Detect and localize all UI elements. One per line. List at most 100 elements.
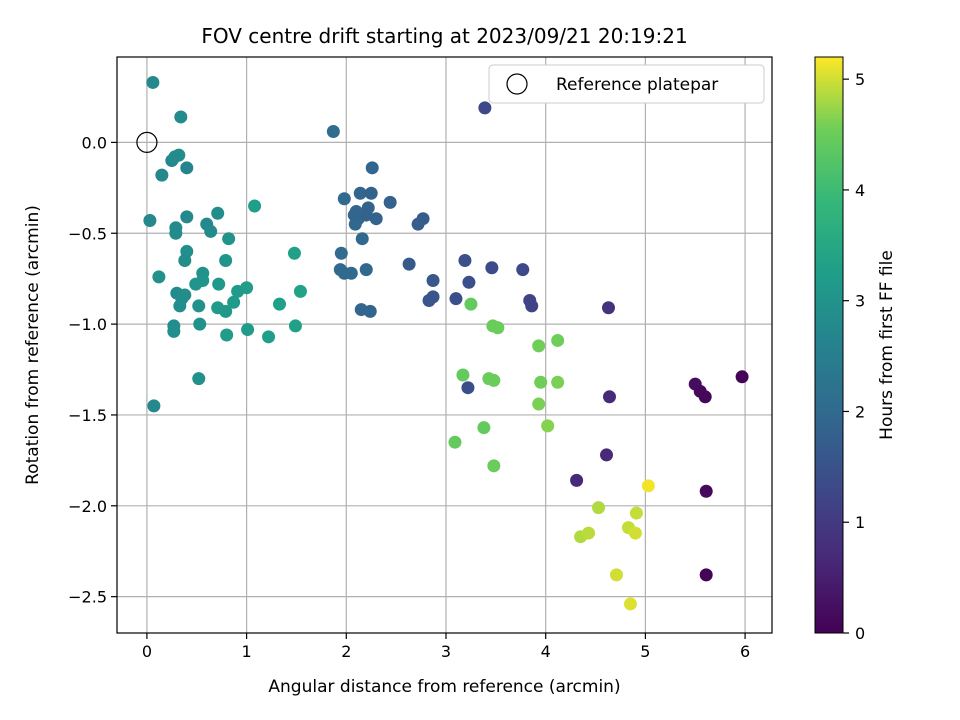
scatter-point <box>344 266 358 280</box>
scatter-point <box>262 330 276 344</box>
scatter-point <box>426 273 440 287</box>
scatter-point <box>212 277 226 291</box>
scatter-point <box>369 212 383 226</box>
scatter-point <box>602 390 616 404</box>
scatter-point <box>189 277 203 291</box>
scatter-point <box>478 101 492 115</box>
scatter-point <box>422 293 436 307</box>
x-tick-label: 1 <box>242 642 252 661</box>
scatter-point <box>167 324 181 338</box>
scatter-point <box>699 568 713 582</box>
x-tick-label: 0 <box>142 642 152 661</box>
scatter-point <box>155 168 169 182</box>
colorbar-gradient <box>814 56 844 634</box>
scatter-point <box>629 506 643 520</box>
y-tick-label: −2.0 <box>68 497 107 516</box>
plot-background <box>117 57 772 633</box>
scatter-point <box>353 186 367 200</box>
y-tick-label: 0.0 <box>82 133 107 152</box>
reference-platepar-marker <box>136 131 158 154</box>
scatter-point <box>193 317 207 331</box>
colorbar-ticks: 0 1 2 3 4 5 <box>843 70 865 643</box>
scatter-point <box>462 275 476 289</box>
scatter-point <box>248 199 262 213</box>
scatter-point <box>592 501 606 515</box>
legend-box <box>488 64 765 104</box>
scatter-point <box>411 217 425 231</box>
chart-title: FOV centre drift starting at 2023/09/21 … <box>201 24 687 48</box>
scatter-point <box>227 295 241 309</box>
scatter-point <box>628 526 642 540</box>
scatter-point <box>211 206 225 220</box>
scatter-point <box>532 397 546 411</box>
scatter-point <box>326 124 340 138</box>
scatter-point <box>641 479 655 493</box>
scatter-point <box>487 459 501 473</box>
scatter-point <box>334 246 348 260</box>
colorbar-tick-label: 0 <box>855 624 865 643</box>
scatter-point <box>551 333 565 347</box>
scatter-point <box>359 263 373 277</box>
scatter-point <box>582 526 596 540</box>
scatter-point <box>147 399 161 413</box>
scatter-point <box>601 301 615 315</box>
colorbar-tick-label: 2 <box>855 402 865 421</box>
scatter-point <box>173 299 187 313</box>
scatter-point <box>623 597 637 611</box>
scatter-point <box>491 321 505 335</box>
x-tick-label: 6 <box>740 642 750 661</box>
x-axis-ticks: 0 1 2 3 4 5 6 <box>142 633 750 661</box>
y-tick-label: −1.0 <box>68 315 107 334</box>
scatter-point <box>347 208 361 222</box>
scatter-point <box>241 323 255 337</box>
legend: Reference platepar <box>488 64 765 104</box>
scatter-point <box>525 299 539 313</box>
scatter-point <box>180 210 194 224</box>
y-tick-label: −0.5 <box>68 224 107 243</box>
scatter-point <box>192 299 206 313</box>
scatter-point <box>485 261 499 275</box>
scatter-point <box>735 370 749 384</box>
x-tick-label: 4 <box>541 642 551 661</box>
y-axis-label: Rotation from reference (arcmin) <box>23 205 43 485</box>
scatter-point <box>458 254 472 268</box>
y-tick-label: −1.5 <box>68 406 107 425</box>
scatter-point <box>222 232 236 246</box>
scatter-point <box>174 110 188 124</box>
scatter-point <box>464 297 478 311</box>
scatter-point <box>169 226 183 240</box>
scatter-point <box>487 373 501 387</box>
scatter-point <box>600 448 614 462</box>
scatter-point <box>273 297 287 311</box>
scatter-point <box>168 150 182 164</box>
scatter-point <box>204 224 218 238</box>
scatter-point <box>551 375 565 389</box>
scatter-point <box>448 435 462 449</box>
plot-area: 0 1 2 3 4 5 6 0.0 −0.5 −1.0 −1.5 −2.0 −2.5 <box>68 56 773 661</box>
scatter-point <box>288 319 302 333</box>
scatter-point <box>192 372 206 386</box>
scatter-point <box>363 304 377 318</box>
scatter-point <box>541 419 555 433</box>
x-axis-label: Angular distance from reference (arcmin) <box>268 677 620 697</box>
colorbar-tick-label: 5 <box>855 70 865 89</box>
plot-frame <box>116 56 773 634</box>
scatter-point <box>534 375 548 389</box>
scatter-point <box>152 270 166 284</box>
scatter-point <box>477 421 491 435</box>
legend-entry-label: Reference platepar <box>556 75 718 95</box>
scatter-point <box>699 484 713 498</box>
x-tick-label: 3 <box>441 642 451 661</box>
reference-marker <box>136 131 158 154</box>
y-axis-ticks: 0.0 −0.5 −1.0 −1.5 −2.0 −2.5 <box>68 133 117 607</box>
scatter-point <box>449 292 463 306</box>
scatter-point <box>240 281 254 295</box>
scatter-point <box>456 368 470 382</box>
scatter-point <box>178 254 192 268</box>
scatter-point <box>516 263 530 277</box>
scatter-point <box>364 186 378 200</box>
scatter-point <box>337 192 351 206</box>
scatter-point <box>143 214 157 228</box>
colorbar: 0 1 2 3 4 5 Hours from first FF file <box>814 56 897 643</box>
x-tick-label: 2 <box>341 642 351 661</box>
